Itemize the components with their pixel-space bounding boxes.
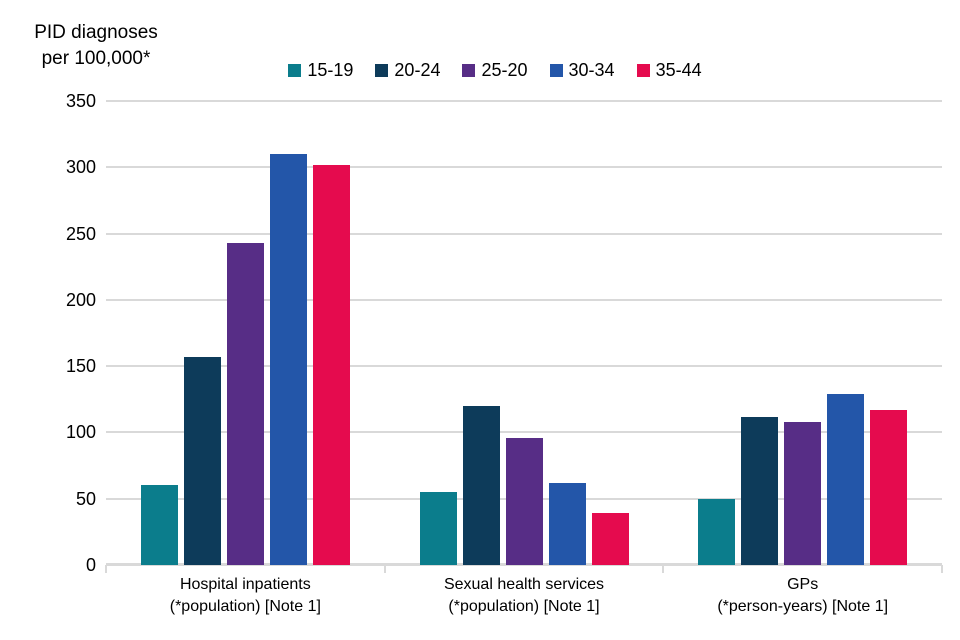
- chart-title-line1: PID diagnoses: [34, 22, 158, 43]
- y-tick-label: 150: [65, 356, 96, 377]
- axis-tick: [383, 565, 386, 573]
- axis-tick: [105, 565, 107, 573]
- x-category-label-line: (*population) [Note 1]: [169, 597, 321, 615]
- y-tick-label: 100: [65, 422, 96, 443]
- y-axis-labels: 0 50 100 150 200 250 300 350: [0, 92, 96, 574]
- legend-swatch-icon: [636, 64, 650, 77]
- bar-30-34: [269, 154, 307, 565]
- y-tick-label: 50: [75, 488, 96, 509]
- bar-15-19: [698, 498, 736, 565]
- bar-15-19: [419, 492, 457, 565]
- x-category-label-line: (*person-years) [Note 1]: [717, 597, 889, 615]
- plot-area: [105, 100, 943, 573]
- legend-item-15-19: 15-19: [288, 60, 353, 81]
- bar-25-20: [784, 421, 822, 565]
- bar-group-1: [106, 101, 385, 565]
- x-axis-labels: Hospital inpatients (*population) [Note 1…: [106, 574, 942, 617]
- axis-tick: [941, 565, 943, 573]
- bar-20-24: [741, 416, 779, 565]
- bar-groups: [106, 101, 942, 565]
- legend-swatch-icon: [288, 64, 302, 77]
- legend-label: 30-34: [568, 60, 615, 80]
- y-tick-label: 250: [65, 223, 96, 244]
- bar-35-44: [870, 409, 908, 565]
- legend-label: 15-19: [307, 60, 354, 80]
- bar-30-34: [827, 393, 865, 565]
- bar-25-20: [505, 437, 543, 565]
- legend-swatch-icon: [375, 64, 389, 77]
- gridline-350: [106, 100, 942, 102]
- y-tick-label: 300: [65, 157, 96, 178]
- x-category-label-2: Sexual health services (*population) [Not…: [385, 574, 664, 617]
- legend-swatch-icon: [549, 64, 563, 77]
- bar-20-24: [462, 405, 500, 565]
- gridline-100: [106, 431, 942, 434]
- legend: 15-19 20-24 25-20 30-34 35-44: [0, 60, 960, 81]
- y-tick-label: 200: [65, 289, 96, 310]
- bar-15-19: [140, 485, 178, 565]
- legend-item-20-24: 20-24: [375, 60, 440, 81]
- chart-title-line2: per 100,000*: [41, 47, 151, 69]
- bar-35-44: [591, 513, 629, 565]
- x-category-label-line: Hospital inpatients: [179, 576, 311, 593]
- legend-label: 35-44: [655, 60, 702, 80]
- legend-label: 25-20: [481, 60, 528, 80]
- gridline-250: [106, 232, 942, 235]
- legend-item-30-34: 30-34: [549, 60, 615, 81]
- bar-35-44: [312, 164, 350, 565]
- bar-30-34: [548, 482, 586, 565]
- gridline-200: [106, 298, 942, 301]
- x-category-label-line: (*population) [Note 1]: [448, 597, 600, 615]
- bar-group-2: [385, 101, 664, 565]
- chart-title: PID diagnoses per 100,000*: [16, 20, 176, 71]
- legend-item-25-20: 25-20: [462, 60, 528, 81]
- gridline-150: [106, 365, 942, 368]
- y-tick-label: 0: [85, 555, 96, 575]
- bar-20-24: [183, 356, 221, 565]
- y-tick-label: 350: [65, 91, 96, 111]
- legend-item-35-44: 35-44: [636, 60, 702, 81]
- x-category-label-3: GPs (*person-years) [Note 1]: [663, 574, 942, 617]
- legend-swatch-icon: [462, 64, 476, 77]
- axis-tick: [662, 565, 665, 573]
- legend-label: 20-24: [394, 60, 441, 80]
- bar-group-3: [663, 101, 942, 565]
- x-category-label-1: Hospital inpatients (*population) [Note 1…: [106, 574, 385, 617]
- gridline-300: [106, 166, 942, 169]
- x-category-label-line: GPs: [787, 576, 819, 593]
- bar-25-20: [226, 242, 264, 565]
- x-category-label-line: Sexual health services: [443, 576, 605, 593]
